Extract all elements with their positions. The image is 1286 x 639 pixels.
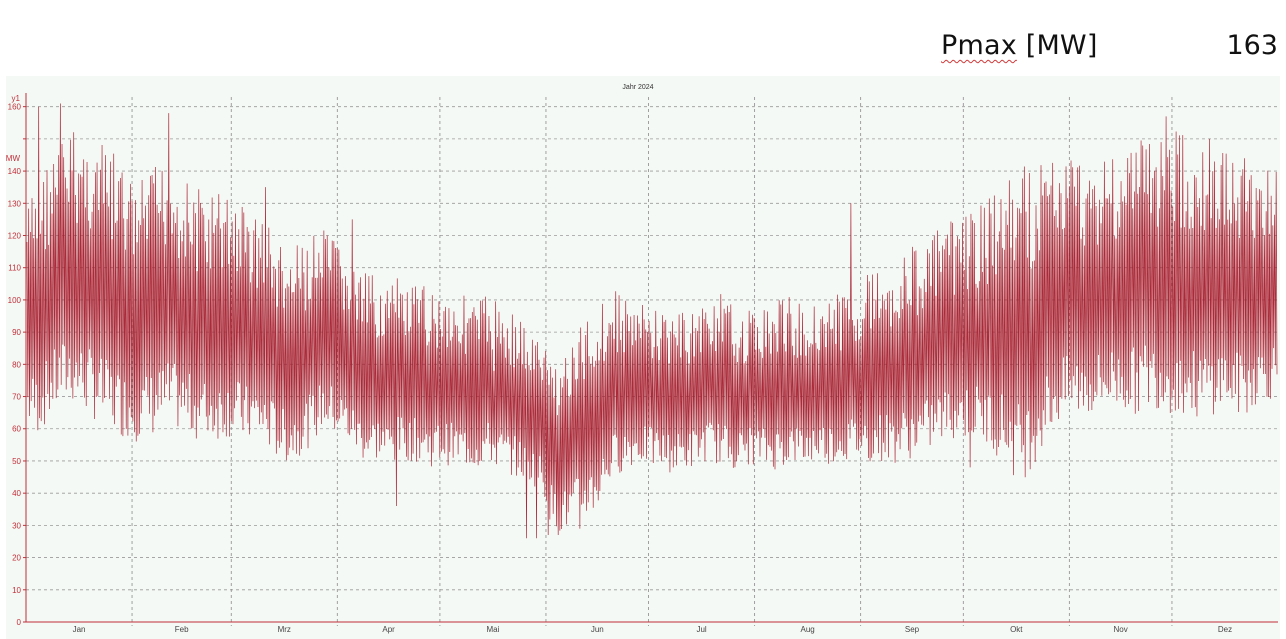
y-tick-label: 100	[8, 296, 22, 305]
y-axis: 0 10 20 30 40 50 60 70 80 90 100 110 120 130 140 160	[8, 93, 27, 627]
month-label: Nov	[1114, 625, 1128, 634]
y-tick-label: 110	[8, 264, 21, 273]
month-label: Mrz	[278, 625, 291, 634]
metric-label: Pmax [MW]	[941, 30, 1098, 61]
y-tick-label: 0	[17, 618, 22, 627]
y-tick-label: 10	[12, 586, 21, 595]
chart-title: Jahr 2024	[622, 84, 653, 91]
y-tick-label: 90	[12, 328, 21, 337]
y-tick-label: 50	[12, 457, 21, 466]
metric-unit: [MW]	[1016, 30, 1098, 61]
series-line-pmax	[26, 103, 1278, 539]
month-label: Mai	[486, 625, 499, 634]
month-label: Aug	[801, 625, 815, 634]
y-axis-label: y1	[12, 94, 21, 103]
month-label: Apr	[382, 625, 395, 634]
month-label: Okt	[1010, 625, 1023, 634]
y-tick-label: 160	[8, 103, 22, 112]
month-label: Jul	[696, 625, 706, 634]
month-label: Jun	[591, 625, 604, 634]
month-label: Jan	[73, 625, 86, 634]
x-axis: Jan Feb Mrz Apr Mai Jun Jul Aug Sep Okt Nov Dez	[26, 621, 1278, 634]
y-tick-label: 130	[8, 199, 22, 208]
y-tick-label: 20	[12, 554, 21, 563]
y-tick-label: 40	[12, 489, 21, 498]
y-axis-unit: MW	[6, 154, 21, 163]
y-tick-label: 140	[8, 167, 22, 176]
load-chart: 0 10 20 30 40 50 60 70 80 90 100 110 120 130 140 160 Ja…	[6, 76, 1280, 639]
metric-value: 163	[1226, 30, 1278, 61]
y-tick-label: 30	[12, 521, 21, 530]
month-label: Dez	[1218, 625, 1232, 634]
y-tick-label: 120	[8, 231, 22, 240]
y-tick-label: 80	[12, 360, 21, 369]
metric-name: Pmax	[941, 30, 1017, 61]
y-tick-label: 60	[12, 425, 21, 434]
month-label: Feb	[175, 625, 189, 634]
y-tick-label: 70	[12, 393, 21, 402]
month-label: Sep	[905, 625, 920, 634]
series-pmax	[26, 103, 1278, 539]
